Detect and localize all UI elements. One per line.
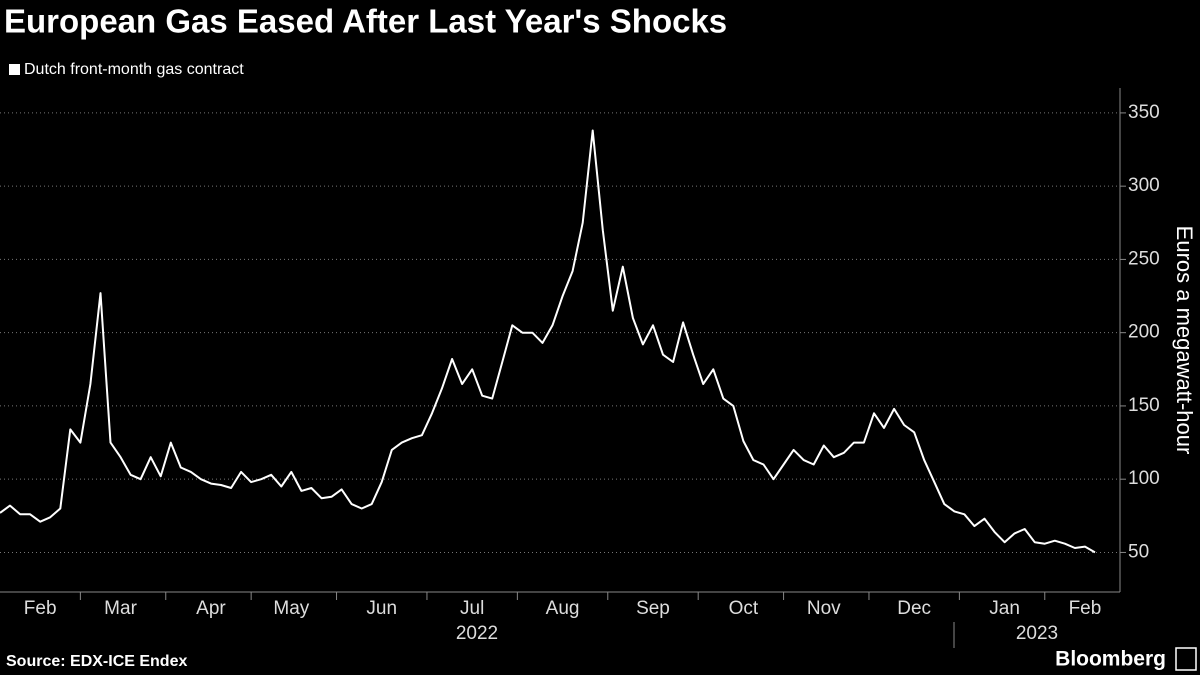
x-tick-label: Nov	[807, 598, 841, 619]
source: Source: EDX-ICE Endex	[6, 653, 187, 670]
x-tick-label: Mar	[104, 598, 137, 619]
y-tick-label: 50	[1128, 541, 1149, 562]
y-tick-label: 350	[1128, 102, 1160, 123]
line-series	[0, 129, 1096, 554]
x-tick-label: Jul	[460, 598, 484, 619]
x-tick-label: Apr	[196, 598, 226, 619]
year-label: 2022	[456, 623, 498, 644]
x-tick-label: May	[273, 598, 309, 619]
y-tick-label: 200	[1128, 322, 1160, 343]
x-tick-label: Jan	[989, 598, 1020, 619]
y-tick-label: 300	[1128, 175, 1160, 196]
x-tick-label: Aug	[546, 598, 580, 619]
x-tick-label: Dec	[897, 598, 931, 619]
x-tick-label: Sep	[636, 598, 670, 619]
x-tick-label: Oct	[729, 598, 759, 619]
year-label: 2023	[1016, 623, 1058, 644]
chart-title: European Gas Eased After Last Year's Sho…	[4, 3, 727, 40]
legend-swatch	[9, 64, 20, 75]
y-tick-label: 100	[1128, 468, 1160, 489]
y-tick-label: 250	[1128, 248, 1160, 269]
x-tick-label: Jun	[366, 598, 397, 619]
x-tick-label: Feb	[1069, 598, 1102, 619]
legend-label: Dutch front-month gas contract	[24, 61, 244, 78]
y-axis-label: Euros a megawatt-hour	[1172, 226, 1197, 455]
y-tick-label: 150	[1128, 395, 1160, 416]
x-tick-label: Feb	[24, 598, 57, 619]
brand-icon	[1175, 647, 1197, 671]
brand: Bloomberg	[1055, 648, 1166, 671]
